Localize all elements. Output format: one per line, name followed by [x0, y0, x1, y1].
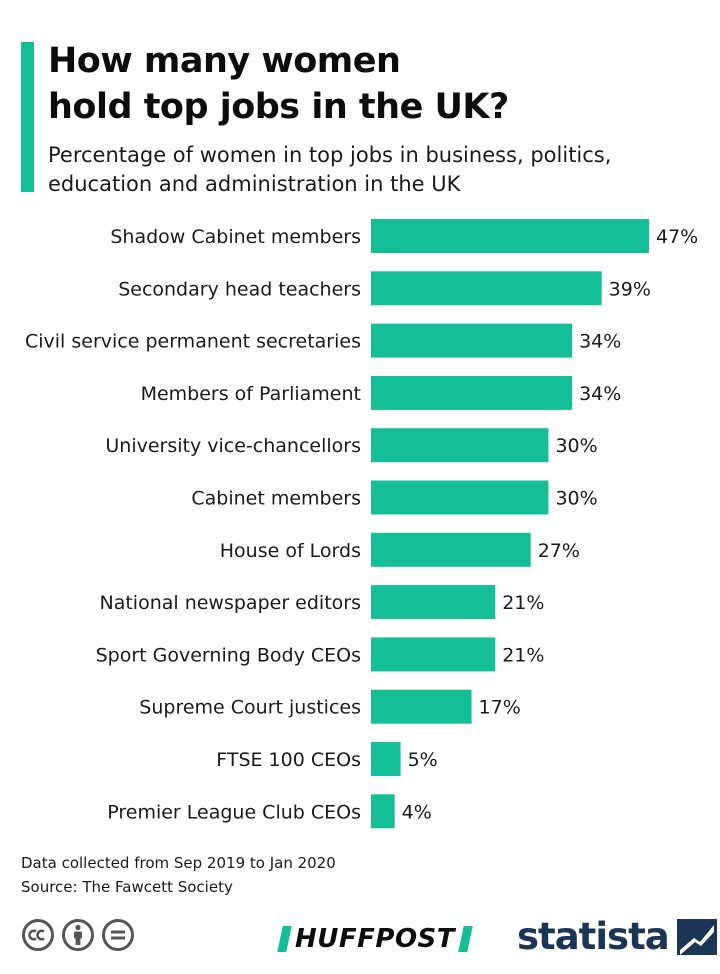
chart-subtitle-line-1: Percentage of women in top jobs in busin…	[48, 143, 612, 167]
category-label: National newspaper editors	[99, 592, 361, 614]
chart-title: How many women hold top jobs in the UK?	[48, 38, 688, 130]
chart-title-line-2: hold top jobs in the UK?	[48, 87, 509, 127]
chart-footnote: Data collected from Sep 2019 to Jan 2020…	[21, 851, 336, 899]
value-label: 34%	[579, 383, 621, 405]
attribution-icon	[62, 919, 94, 951]
bar-chart: Shadow Cabinet members 47% Secondary head …	[25, 219, 698, 829]
category-label: Secondary head teachers	[118, 278, 361, 300]
no-derivatives-icon	[102, 919, 134, 951]
category-label: University vice-chancellors	[105, 435, 361, 457]
category-label: House of Lords	[220, 540, 361, 562]
category-label: Civil service permanent secretaries	[25, 331, 361, 353]
value-label: 34%	[579, 331, 621, 353]
value-label: 21%	[502, 644, 544, 666]
bar	[371, 375, 573, 410]
statista-logo: statista	[517, 912, 717, 962]
license-icons	[21, 918, 135, 952]
chart-subtitle-line-2: education and administration in the UK	[48, 172, 461, 196]
bar	[371, 689, 472, 724]
category-label: Premier League Club CEOs	[107, 801, 361, 823]
value-label: 21%	[502, 592, 544, 614]
bar	[371, 742, 401, 776]
value-label: 39%	[609, 278, 651, 300]
bar	[371, 637, 496, 672]
value-label: 30%	[555, 488, 597, 510]
value-label: 30%	[555, 435, 597, 457]
value-label: 5%	[408, 749, 438, 771]
category-label: Supreme Court justices	[139, 697, 361, 719]
chart-title-line-1: How many women	[48, 41, 401, 81]
bar	[371, 532, 531, 567]
bar	[371, 323, 573, 358]
category-label: Shadow Cabinet members	[110, 226, 361, 248]
category-label: Cabinet members	[191, 488, 361, 510]
huffpost-right-slash	[458, 926, 473, 952]
title-accent-bar	[21, 42, 34, 192]
value-label: 17%	[479, 697, 521, 719]
statista-mark-icon	[676, 919, 717, 955]
bar	[371, 794, 395, 829]
chart-subtitle: Percentage of women in top jobs in busin…	[48, 141, 708, 199]
category-label: FTSE 100 CEOs	[216, 749, 361, 771]
bar	[371, 219, 649, 253]
value-label: 47%	[656, 226, 698, 248]
bar	[371, 585, 496, 620]
bar	[371, 428, 549, 463]
category-label: Sport Governing Body CEOs	[96, 644, 361, 666]
statista-wordmark: statista	[517, 915, 670, 958]
huffpost-wordmark: HUFFPOST	[295, 924, 456, 954]
huffpost-left-slash	[277, 926, 292, 952]
data-collection-note: Data collected from Sep 2019 to Jan 2020	[21, 854, 336, 872]
source-note: Source: The Fawcett Society	[21, 878, 233, 896]
bar	[371, 480, 549, 515]
cc-icon	[22, 919, 54, 951]
bar	[371, 271, 602, 306]
category-label: Members of Parliament	[141, 383, 361, 405]
value-label: 27%	[538, 540, 580, 562]
value-label: 4%	[402, 801, 432, 823]
huffpost-logo: HUFFPOST	[277, 924, 473, 954]
